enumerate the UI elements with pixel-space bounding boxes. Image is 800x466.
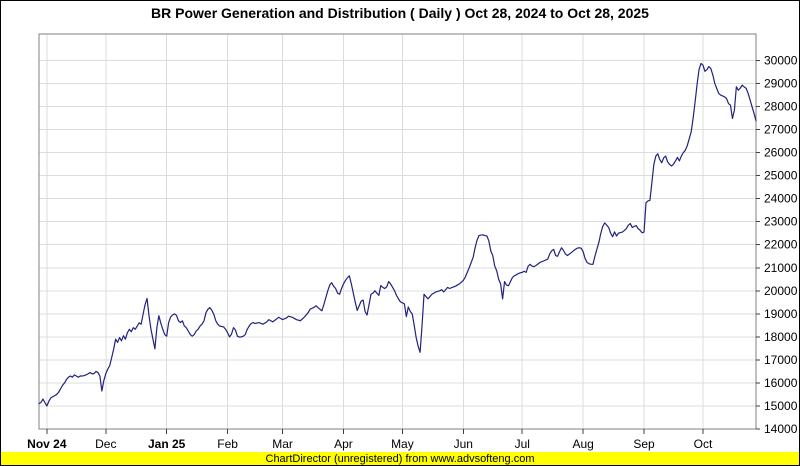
y-tick-label: 28000 [764,100,798,114]
gridlines [39,34,756,429]
x-tick-label: Apr [334,437,353,451]
y-tick-label: 23000 [764,215,798,229]
x-tick-label: Jun [454,437,473,451]
y-tick-label: 14000 [764,422,798,436]
plot-frame [38,33,757,430]
y-tick-label: 26000 [764,146,798,160]
footer-text: ChartDirector (unregistered) from www.ad… [265,453,535,465]
y-tick-label: 18000 [764,330,798,344]
x-tick-label: Nov 24 [27,437,67,451]
x-tick-label: Aug [572,437,593,451]
x-tick-label: Jul [515,437,530,451]
x-tick-label: Dec [95,437,116,451]
x-tick-label: May [391,437,414,451]
x-tick-label: Feb [217,437,238,451]
y-axis: 14000 15000 16000 17000 18000 19000 20000 21000… [756,53,798,436]
y-tick-label: 21000 [764,261,798,275]
y-tick-label: 25000 [764,169,798,183]
y-tick-label: 24000 [764,192,798,206]
y-tick-label: 17000 [764,353,798,367]
y-tick-label: 29000 [764,77,798,91]
y-tick-label: 19000 [764,307,798,321]
footer-bar: ChartDirector (unregistered) from www.ad… [1,452,799,465]
y-tick-label: 16000 [764,376,798,390]
y-tick-label: 20000 [764,284,798,298]
x-tick-label: Sep [633,437,655,451]
y-tick-label: 30000 [764,53,798,67]
chart-title: BR Power Generation and Distribution ( D… [151,5,649,21]
y-tick-label: 27000 [764,123,798,137]
price-line [38,62,757,407]
y-tick-label: 22000 [764,238,798,252]
x-tick-label: Jan 25 [148,437,186,451]
y-tick-label: 15000 [764,399,798,413]
x-axis: Nov 24 Dec Jan 25 Feb Mar Apr May Jun Jul Aug Sep O… [27,429,713,451]
x-tick-label: Oct [694,437,713,451]
x-tick-label: Mar [272,437,293,451]
